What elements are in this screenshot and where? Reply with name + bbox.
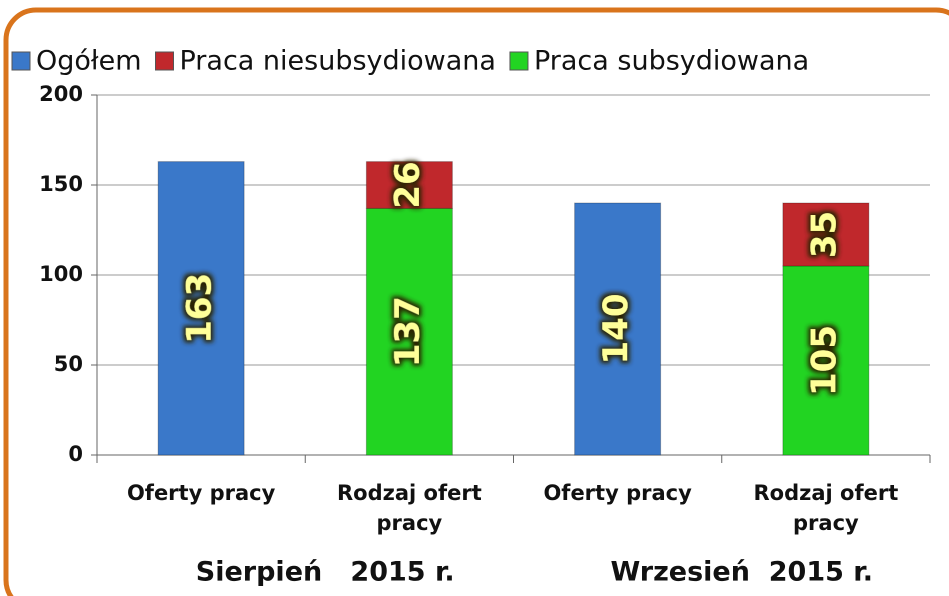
y-tick-label: 200 xyxy=(39,82,83,106)
value-label: 163 xyxy=(180,273,220,344)
y-tick-label: 150 xyxy=(39,172,83,196)
legend: Ogółem Praca niesubsydiowana Praca subsydi… xyxy=(11,46,809,77)
legend-swatch xyxy=(11,51,31,71)
frame xyxy=(3,7,949,596)
legend-label: Praca subsydiowana xyxy=(534,46,809,77)
value-label: 35 xyxy=(804,211,844,258)
x-tick-label: Rodzaj ofert pracy xyxy=(337,481,482,535)
bar xyxy=(782,202,870,267)
legend-swatch xyxy=(155,51,174,71)
x-tick-label: Oferty pracy xyxy=(543,481,692,505)
legend-label: Praca niesubsydiowana xyxy=(180,46,496,77)
legend-label: Ogółem xyxy=(36,46,142,77)
bar xyxy=(365,207,453,456)
x-tick-label: Oferty pracy xyxy=(126,481,276,505)
y-tick-label: 0 xyxy=(68,442,83,466)
legend-swatch xyxy=(509,51,529,71)
value-label: 137 xyxy=(388,296,428,367)
value-label: 105 xyxy=(804,325,844,396)
x-tick-label: Rodzaj ofert pracy xyxy=(753,481,899,535)
value-label: 26 xyxy=(388,161,428,208)
bar xyxy=(365,161,453,209)
y-tick-label: 100 xyxy=(39,262,83,286)
group-label: Sierpień 2015 r. xyxy=(196,557,455,588)
value-label: 140 xyxy=(596,294,636,365)
group-label: Wrzesień 2015 r. xyxy=(610,557,873,588)
bar xyxy=(782,265,870,456)
bar xyxy=(157,161,245,456)
y-tick-label: 50 xyxy=(54,352,83,376)
bar xyxy=(574,202,662,456)
